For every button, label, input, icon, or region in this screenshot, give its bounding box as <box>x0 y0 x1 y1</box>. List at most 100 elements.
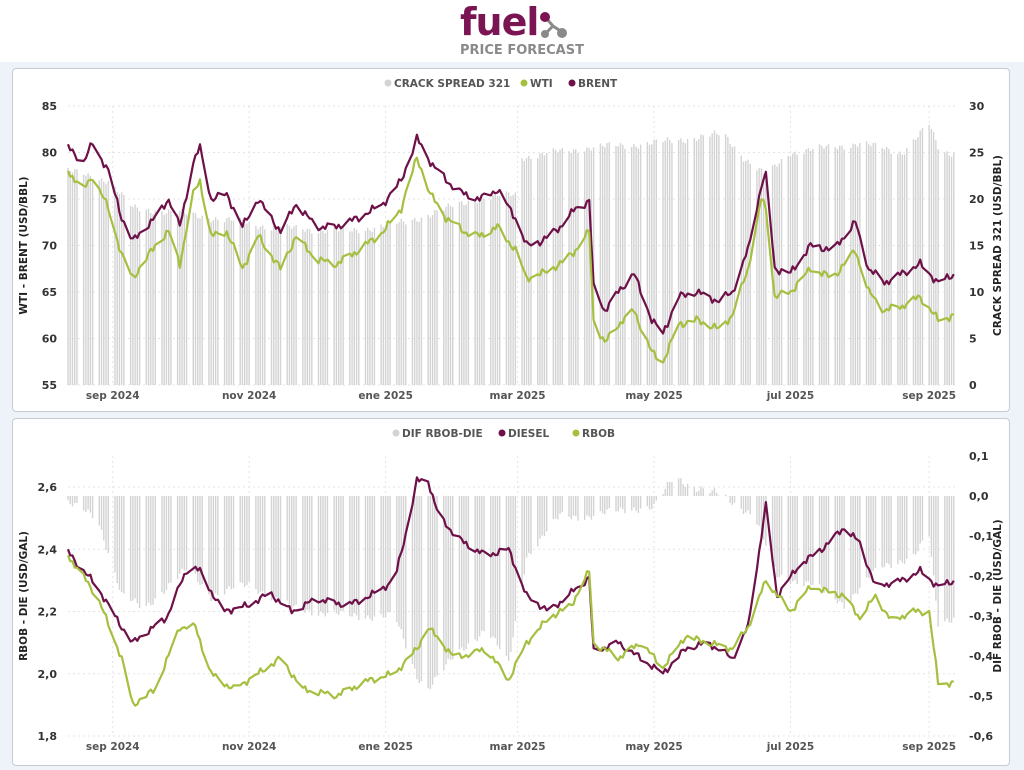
crack-spread-bar <box>868 144 870 385</box>
oil-price-chart: 55 60 65 70 75 80 85 0 5 10 15 20 25 30 sep 2024 nov 20… <box>18 78 1004 402</box>
crack-spread-bar <box>71 172 74 385</box>
crack-spread-bar <box>212 220 215 385</box>
crack-spread-bar <box>521 158 523 385</box>
dif-rbob-die-bar <box>279 496 282 602</box>
legend-dot-icon <box>568 79 576 87</box>
dif-rbob-die-bar <box>630 496 633 511</box>
dif-rbob-die-bar <box>930 496 933 557</box>
legend-item-diesel[interactable]: DIESEL <box>498 428 550 440</box>
crack-spread-bar <box>349 231 351 385</box>
dif-rbob-die-bar <box>76 496 78 504</box>
y-tick-label: 75 <box>42 193 57 206</box>
dif-rbob-die-bar <box>794 496 796 580</box>
crack-spread-bar <box>351 231 353 385</box>
crack-spread-bar <box>671 143 673 385</box>
dif-rbob-die-bar <box>946 496 948 619</box>
dif-rbob-die-bar <box>494 496 496 639</box>
crack-spread-bar <box>414 218 416 385</box>
crack-spread-bar <box>405 224 407 385</box>
crack-spread-bar <box>427 214 429 385</box>
dif-rbob-die-bar <box>586 496 588 516</box>
dif-rbob-die-bar <box>599 496 602 512</box>
legend-item-dif-rbob-die[interactable]: DIF RBOB-DIE <box>392 428 483 440</box>
crack-spread-bar <box>98 180 101 385</box>
crack-spread-bar <box>270 230 273 385</box>
crack-spread-bar <box>273 226 275 385</box>
crack-spread-bar <box>103 181 105 385</box>
crack-spread-bar <box>150 212 152 385</box>
dif-rbob-die-bar <box>635 496 637 511</box>
crack-spread-bar <box>239 218 241 385</box>
x-tick-label: ene 2025 <box>358 390 413 402</box>
dif-rbob-die-bar <box>554 496 557 519</box>
crack-spread-bar <box>418 221 420 385</box>
crack-spread-bar <box>483 199 485 385</box>
dif-rbob-die-bar <box>114 496 116 573</box>
dif-rbob-die-bar <box>666 482 669 496</box>
dif-rbob-die-bar <box>134 496 136 599</box>
crack-spread-bar <box>601 145 604 385</box>
crack-spread-bar <box>749 163 751 385</box>
legend-item-wti[interactable]: WTI <box>520 78 553 90</box>
dif-rbob-die-bar <box>948 496 950 623</box>
legend-item-crack-spread-321[interactable]: CRACK SPREAD 321 <box>384 78 511 90</box>
crack-spread-bar <box>852 143 854 385</box>
dif-rbob-die-bar <box>373 496 376 617</box>
dif-rbob-die-bar <box>709 493 711 496</box>
dif-rbob-die-bar <box>633 496 635 508</box>
dif-rbob-die-bar <box>67 496 69 501</box>
crack-spread-bar <box>340 227 342 385</box>
y2-tick-label: 25 <box>969 147 984 160</box>
crack-spread-bar <box>932 131 935 385</box>
dif-rbob-die-bar <box>179 496 181 574</box>
dif-rbob-die-bar <box>293 496 295 607</box>
dif-rbob-die-bar <box>921 496 924 541</box>
dif-rbob-die-bar <box>230 496 232 590</box>
dif-rbob-die-bar <box>342 496 344 611</box>
dif-rbob-die-bar <box>333 496 335 611</box>
crack-spread-bar <box>928 124 930 386</box>
dif-rbob-die-bar <box>510 496 512 653</box>
dif-rbob-die-bar <box>700 486 702 496</box>
crack-spread-bar <box>246 223 248 385</box>
dif-rbob-die-bar <box>852 496 854 595</box>
crack-spread-bar <box>617 146 619 385</box>
y2-tick-label: 5 <box>969 333 977 346</box>
dif-rbob-die-bar <box>577 496 579 521</box>
dif-rbob-die-bar <box>541 496 543 536</box>
dif-rbob-die-bar <box>841 496 843 603</box>
x-tick-label: mar 2025 <box>490 741 546 753</box>
legend-item-rbob[interactable]: RBOB <box>572 428 616 440</box>
crack-spread-bar <box>731 146 734 385</box>
crack-spread-bar <box>476 203 479 385</box>
dif-rbob-die-bar <box>915 496 917 555</box>
dif-rbob-die-bar <box>100 496 103 530</box>
crack-spread-bar <box>677 139 680 385</box>
dif-rbob-die-bar <box>107 496 109 553</box>
fuel-price-chart: 1,8 2,0 2,2 2,4 2,6 -0,6 -0,5 -0,4 -0,3 -0,2 -0,1 0… <box>18 428 1004 753</box>
crack-spread-bar <box>821 145 823 385</box>
crack-spread-bar <box>912 139 915 385</box>
crack-spread-bar <box>293 226 295 385</box>
crack-spread-bar <box>935 140 937 385</box>
dif-rbob-die-bar <box>463 496 465 651</box>
dif-rbob-die-bar <box>789 496 792 585</box>
crack-spread-bar <box>147 208 150 385</box>
dif-rbob-die-bar <box>883 496 886 568</box>
y-axis-title: WTI - BRENT (USD/BBL) <box>18 176 30 314</box>
dif-rbob-die-bar <box>601 496 604 514</box>
dif-rbob-die-bar <box>559 496 561 514</box>
crack-spread-bar <box>825 145 827 385</box>
crack-spread-bar <box>693 137 695 385</box>
crack-spread-bar <box>906 148 908 385</box>
dif-rbob-die-bar <box>154 496 156 599</box>
crack-spread-bar <box>583 151 586 385</box>
dif-rbob-die-bar <box>498 496 501 650</box>
crack-spread-bar <box>888 149 890 385</box>
dif-rbob-die-bar <box>615 496 617 512</box>
dif-rbob-die-bar <box>856 496 859 594</box>
dif-rbob-die-bar <box>881 496 883 568</box>
crack-spread-bar <box>570 152 572 385</box>
legend-item-brent[interactable]: BRENT <box>568 78 619 90</box>
crack-spread-bar <box>288 225 291 385</box>
